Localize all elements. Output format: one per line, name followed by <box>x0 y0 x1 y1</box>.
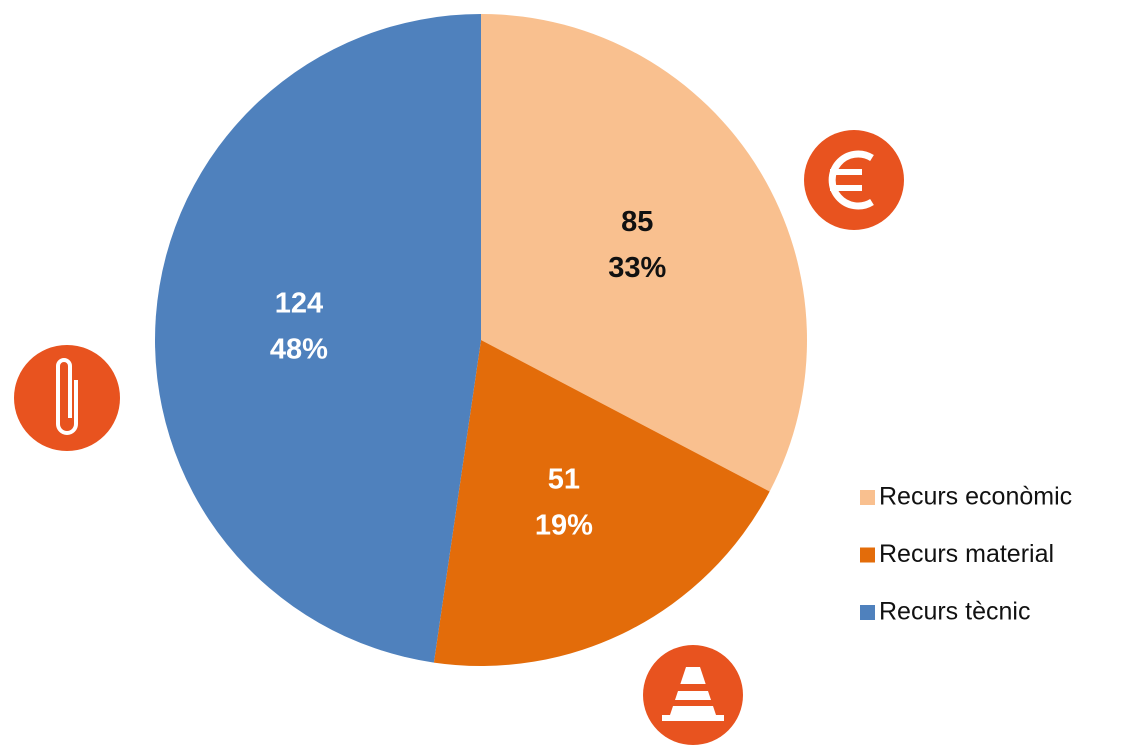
legend-swatch <box>860 605 875 620</box>
legend-label: Recurs econòmic <box>879 483 1072 511</box>
legend-label: Recurs material <box>879 540 1054 568</box>
value-label: 51 <box>548 463 580 495</box>
legend-swatch <box>860 547 875 563</box>
paperclip-icon <box>14 345 120 451</box>
cone-icon <box>643 645 743 745</box>
percent-label: 48% <box>270 333 328 365</box>
legend-label: Recurs tècnic <box>879 598 1030 626</box>
value-label: 124 <box>275 287 323 319</box>
pie-slice <box>481 14 807 492</box>
percent-label: 33% <box>608 252 666 284</box>
percent-label: 19% <box>535 509 593 541</box>
pie-slice <box>433 340 770 666</box>
euro-icon <box>804 130 904 230</box>
value-label: 85 <box>621 206 653 238</box>
legend-swatch <box>860 490 875 505</box>
pie-slice <box>155 14 481 663</box>
